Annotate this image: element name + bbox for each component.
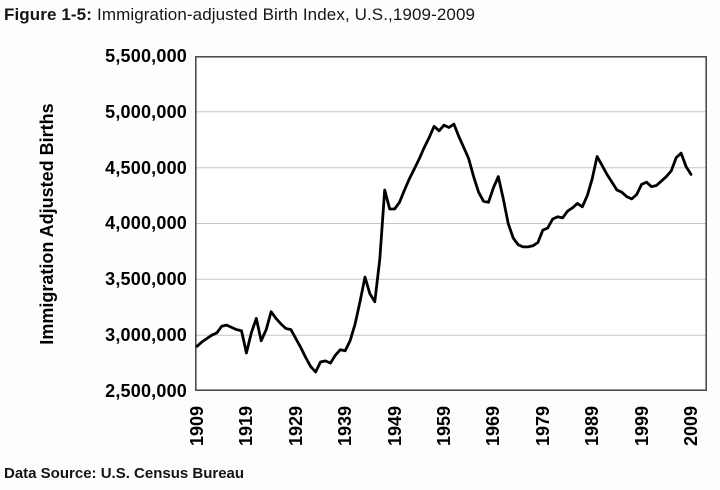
x-tick-label: 1919 bbox=[236, 405, 256, 447]
y-tick-label: 4,500,000 bbox=[105, 158, 187, 178]
x-tick-label: 1979 bbox=[533, 405, 553, 447]
x-tick-label: 1999 bbox=[632, 405, 652, 447]
y-axis-title: Immigration Adjusted Births bbox=[37, 103, 57, 345]
gridlines bbox=[196, 111, 706, 336]
x-tick-label: 1989 bbox=[582, 405, 602, 447]
x-tick-label: 1959 bbox=[434, 405, 454, 447]
y-tick-label: 2,500,000 bbox=[105, 381, 187, 401]
y-tick-label: 5,000,000 bbox=[105, 102, 187, 122]
data-source-note: Data Source: U.S. Census Bureau bbox=[4, 465, 245, 482]
x-tick-label: 2009 bbox=[681, 405, 701, 447]
figure-label: Figure 1-5: bbox=[4, 5, 93, 24]
x-tick-label: 1929 bbox=[286, 405, 306, 447]
y-tick-label: 3,500,000 bbox=[105, 269, 187, 289]
x-tick-label: 1949 bbox=[385, 405, 405, 447]
x-tick-label: 1939 bbox=[335, 405, 355, 447]
y-tick-label: 3,000,000 bbox=[105, 325, 187, 345]
x-tick-label: 1909 bbox=[187, 405, 207, 447]
birth-index-line-chart bbox=[195, 56, 707, 391]
y-tick-label: 5,500,000 bbox=[105, 46, 187, 66]
figure-title-text: Immigration-adjusted Birth Index, U.S.,1… bbox=[97, 5, 476, 24]
data-line bbox=[195, 122, 693, 374]
figure-title: Figure 1-5: Immigration-adjusted Birth In… bbox=[4, 5, 475, 25]
plot-border bbox=[195, 56, 707, 391]
y-tick-label: 4,000,000 bbox=[105, 213, 187, 233]
x-tick-label: 1969 bbox=[483, 405, 503, 447]
